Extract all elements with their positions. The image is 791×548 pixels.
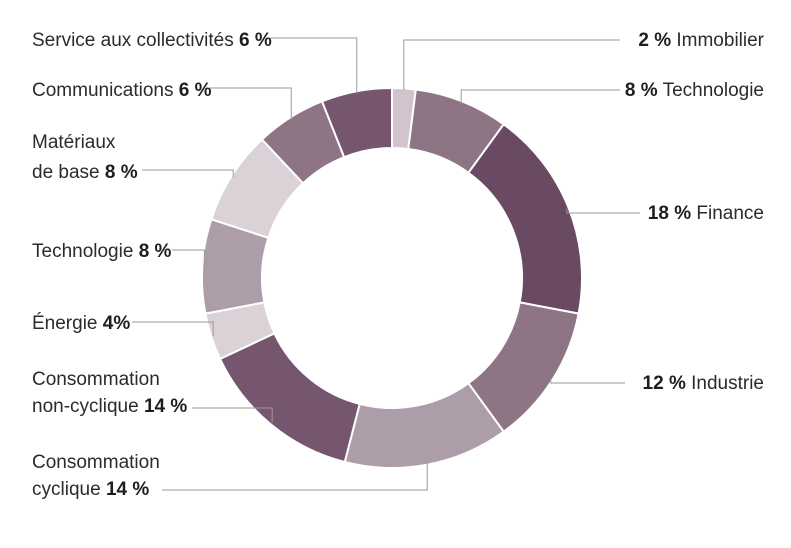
- label-communications: Communications 6 %: [32, 80, 212, 101]
- label-finance: 18 % Finance: [648, 203, 764, 224]
- slice-service-aux-collectivites-10: [320, 86, 393, 159]
- label-energie: Énergie 4%: [32, 313, 130, 334]
- leader-line-consommation-cyclique-4: [162, 462, 428, 491]
- leader-line-communications-9: [210, 87, 292, 120]
- leader-line-materiaux-de-base-8: [142, 169, 234, 178]
- label-industrie: 12 % Industrie: [643, 373, 764, 394]
- label-consommation-non-cyclique: Consommation non-cyclique 14 %: [32, 369, 187, 417]
- slice-consommation-non-cyclique-5: [218, 332, 361, 464]
- label-immobilier: 2 % Immobilier: [638, 30, 764, 51]
- leader-line-consommation-non-cyclique-5: [192, 407, 273, 423]
- leader-line-service-aux-collectivites-10: [270, 37, 358, 94]
- slice-finance-2: [467, 122, 583, 315]
- leader-line-immobilier-0: [403, 39, 620, 91]
- label-technologie-left: Technologie 8 %: [32, 241, 172, 262]
- leader-line-energie-6: [132, 321, 214, 337]
- leader-line-finance-2: [566, 208, 640, 214]
- leader-line-industrie-3: [550, 378, 625, 384]
- label-service-aux-collectivites: Service aux collectivités 6 %: [32, 30, 272, 51]
- leader-line-technologie-7: [172, 249, 205, 267]
- label-consommation-cyclique: Consommation cyclique 14 %: [32, 452, 165, 500]
- label-materiaux-de-base: Matériaux de base 8 %: [32, 132, 138, 183]
- leader-line-technologie-1: [460, 89, 620, 104]
- label-technologie-right: 8 % Technologie: [625, 80, 764, 101]
